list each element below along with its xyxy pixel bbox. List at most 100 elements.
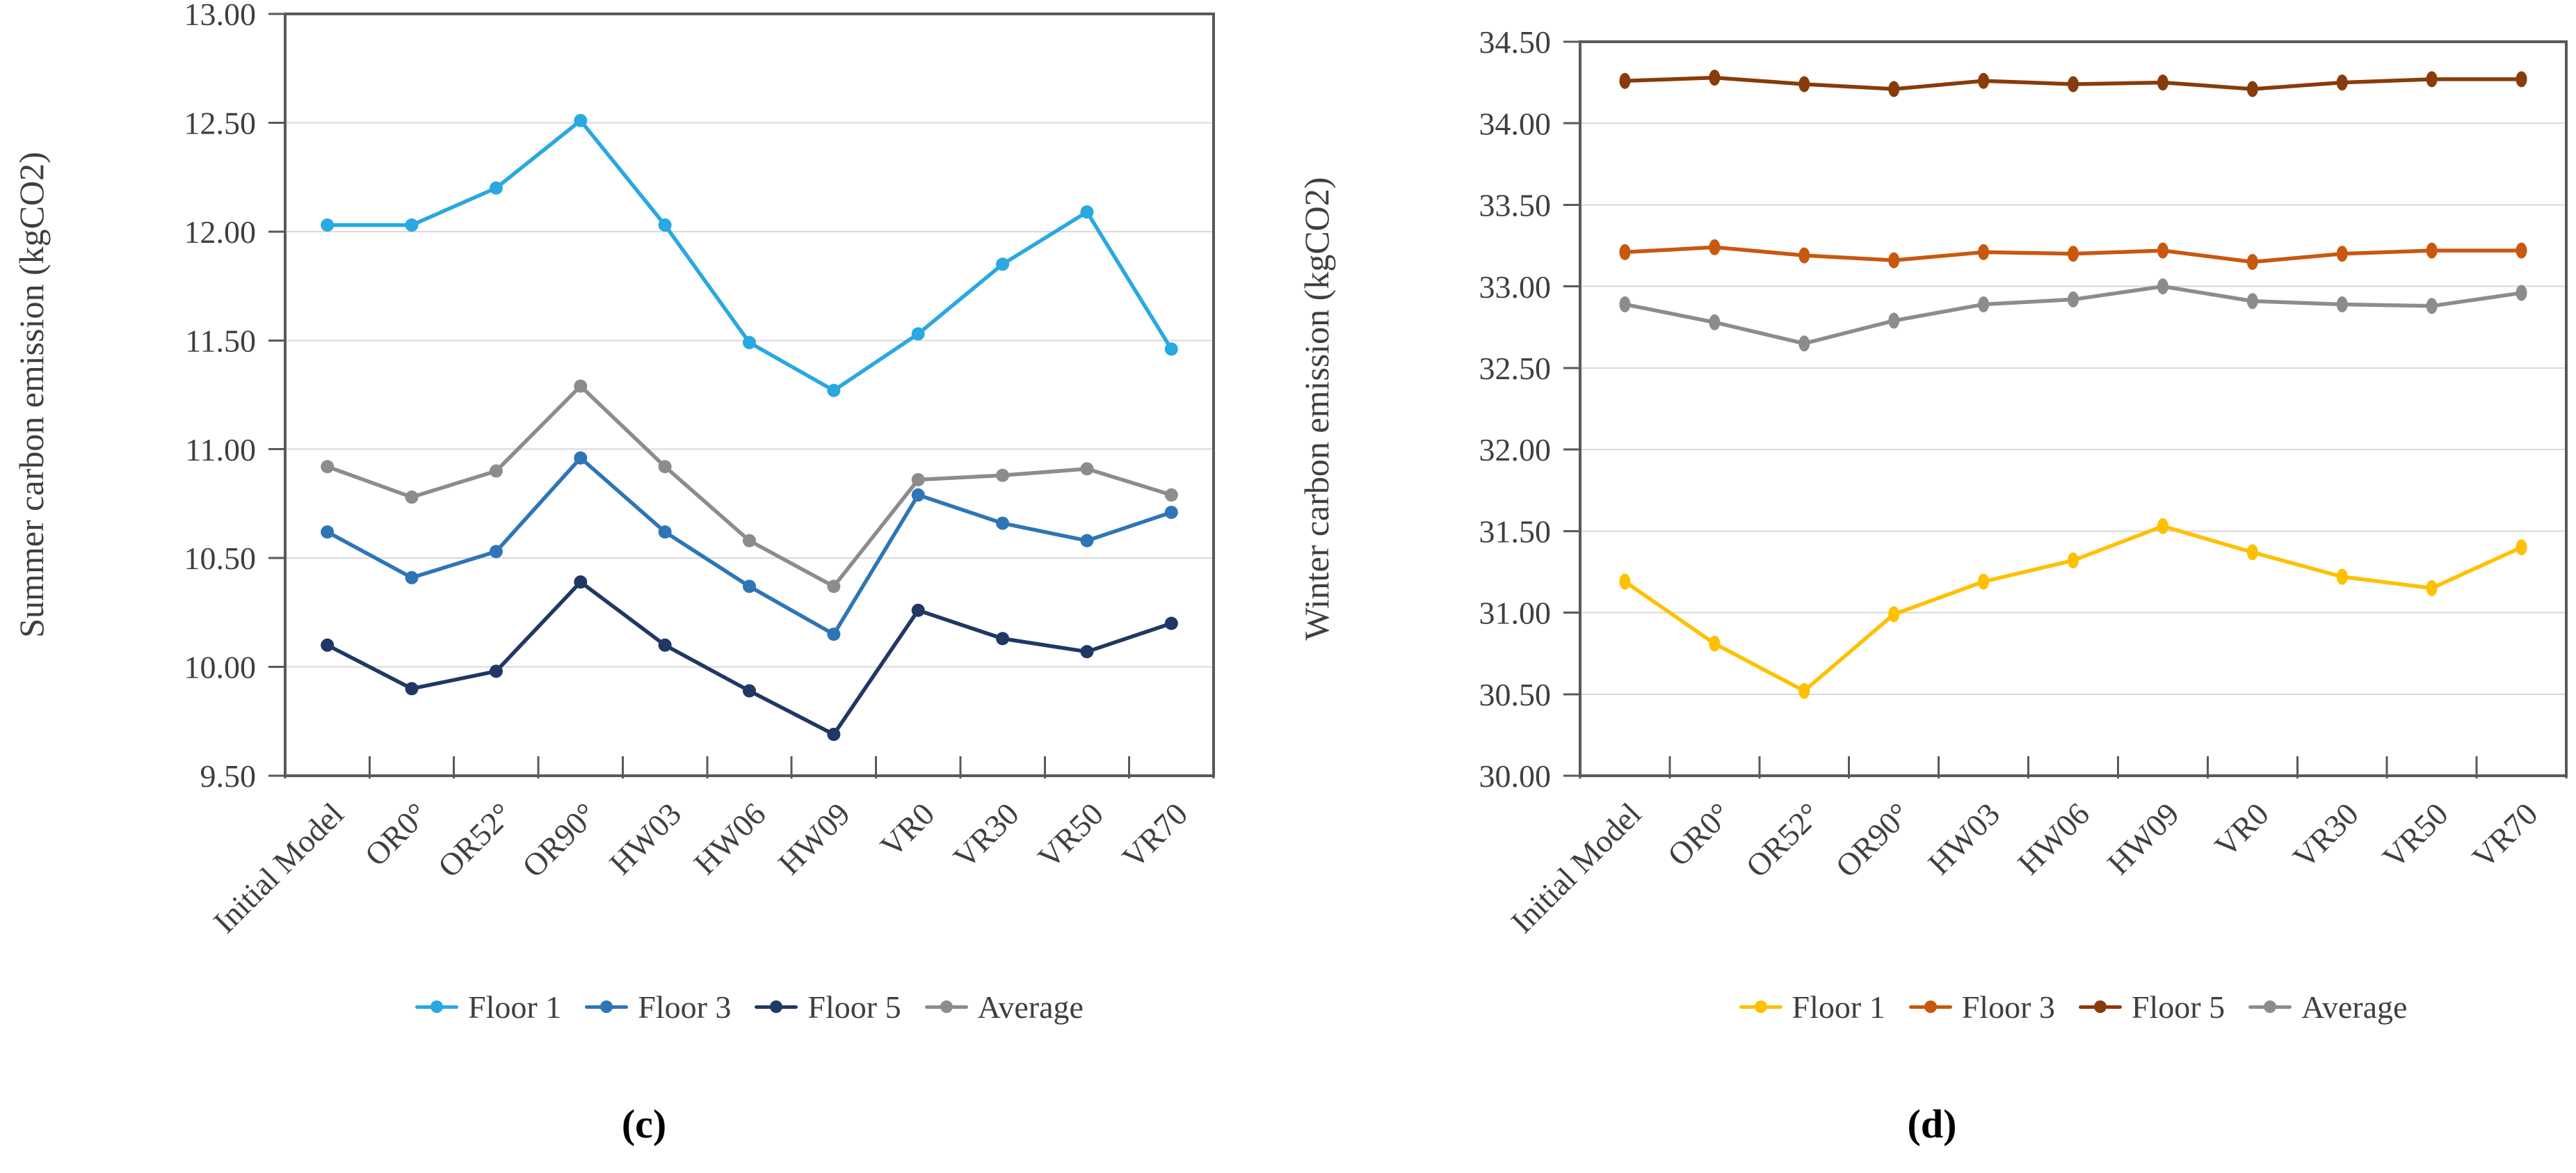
legend-label: Average [977,989,1084,1025]
winter-chart-panel: 30.00 30.50 31.00 31.50 32.00 32.50 33.00 33.50… [1288,0,2576,1173]
data-point-marker [1888,252,1900,269]
data-point-marker [996,257,1010,271]
y-tick-label: 34.50 [1479,24,1552,60]
legend-label: Floor 5 [807,989,901,1025]
data-point-marker [1080,205,1094,219]
legend-item-average: Average [924,989,1084,1026]
y-tick-label: 11.50 [185,323,256,358]
legend-item-floor-3: Floor 3 [585,989,731,1026]
legend-label: Floor 3 [1961,989,2055,1025]
y-tick-label: 12.00 [184,214,257,250]
x-tick-label: VR0 [2207,796,2276,864]
x-tick-label: VR0 [874,796,942,864]
data-point-marker [1978,244,1990,260]
legend-marker-icon [924,998,968,1015]
data-point-marker [1164,505,1178,519]
y-tick-label: 30.00 [1479,758,1552,794]
data-point-marker [1798,247,1810,264]
y-axis-title: Summer carbon emission (kgCO2) [12,152,51,638]
data-point-marker [1798,683,1810,699]
data-point-marker [2157,242,2168,259]
x-tick-label: VR30 [2286,796,2365,875]
y-tick-label: 34.00 [1479,106,1552,141]
series-line [325,384,1174,589]
data-point-marker [1798,335,1810,352]
y-tick-label: 32.00 [1479,432,1552,468]
x-tick-label: OR52° [1739,796,1828,884]
data-point-marker [2068,246,2079,262]
data-point-marker [2336,296,2348,312]
legend-label: Floor 1 [1792,989,1885,1025]
legend-item-average: Average [2248,989,2407,1026]
data-point-marker [2515,285,2527,301]
data-point-marker [2426,242,2438,259]
x-tick-label: OR90° [1828,796,1917,884]
data-point-marker [2515,539,2527,556]
data-point-marker [489,664,503,678]
data-point-marker [1164,488,1178,502]
data-point-marker [827,628,841,641]
data-point-marker [1888,312,1900,329]
series-line [325,118,1174,392]
data-point-marker [574,113,588,127]
data-point-marker [2068,76,2079,93]
data-point-marker [658,638,672,652]
data-point-marker [1619,244,1631,260]
x-axis-ticks [1579,756,2568,779]
data-point-marker [743,684,756,698]
x-tick-label: OR90° [515,796,604,884]
plot-border [1579,40,2568,777]
data-point-marker [321,525,335,539]
data-point-marker [658,460,672,474]
gridlines [1580,122,2566,695]
data-point-marker [1164,616,1178,630]
data-point-marker [1709,635,1721,652]
data-point-marker [1080,462,1094,476]
data-point-marker [489,464,503,478]
data-point-marker [2426,580,2438,596]
data-point-marker [2157,278,2168,295]
legend-marker-icon [585,998,629,1015]
data-point-marker [996,632,1010,646]
x-tick-label: VR70 [1116,796,1195,875]
series-line [1623,524,2524,693]
series-floor-5 [321,575,1178,742]
data-point-marker [2515,242,2527,259]
series-line [325,580,1174,737]
winter-legend: Floor 1 Floor 3 Floor 5 Average [1580,982,2566,1031]
data-point-marker [2336,246,2348,262]
x-tick-label: Initial Model [1504,796,1648,940]
legend-marker-icon [1908,998,1952,1015]
data-point-marker [2515,71,2527,88]
data-point-marker [2336,74,2348,91]
x-tick-label: HW09 [771,796,857,881]
legend-item-floor-1: Floor 1 [1739,989,1885,1026]
y-axis-ticks [268,13,285,777]
data-point-marker [1080,645,1094,659]
x-tick-label: HW06 [2011,796,2096,881]
data-point-marker [2246,81,2258,97]
summer-caption: (c) [621,1101,667,1147]
data-point-marker [1978,573,1990,590]
data-point-marker [2426,298,2438,314]
x-tick-label: VR50 [1031,796,1110,875]
data-point-marker [658,525,672,539]
data-point-marker [489,545,503,559]
data-point-marker [2246,254,2258,270]
data-point-marker [911,327,925,341]
data-point-marker [1619,296,1631,312]
data-point-marker [2336,568,2348,585]
x-tick-label: HW03 [1921,796,2006,881]
data-point-marker [996,516,1010,530]
summer-chart: 9.50 10.00 10.50 11.00 11.50 12.00 12.50 13.00 I… [12,0,1215,940]
legend-marker-icon [2078,998,2122,1015]
data-point-marker [405,570,419,584]
y-tick-label: 32.50 [1479,351,1552,386]
data-point-marker [2068,291,2079,308]
series-average [1619,278,2527,352]
data-point-marker [911,473,925,487]
y-tick-label: 11.00 [185,432,256,468]
legend-item-floor-5: Floor 5 [755,989,901,1026]
